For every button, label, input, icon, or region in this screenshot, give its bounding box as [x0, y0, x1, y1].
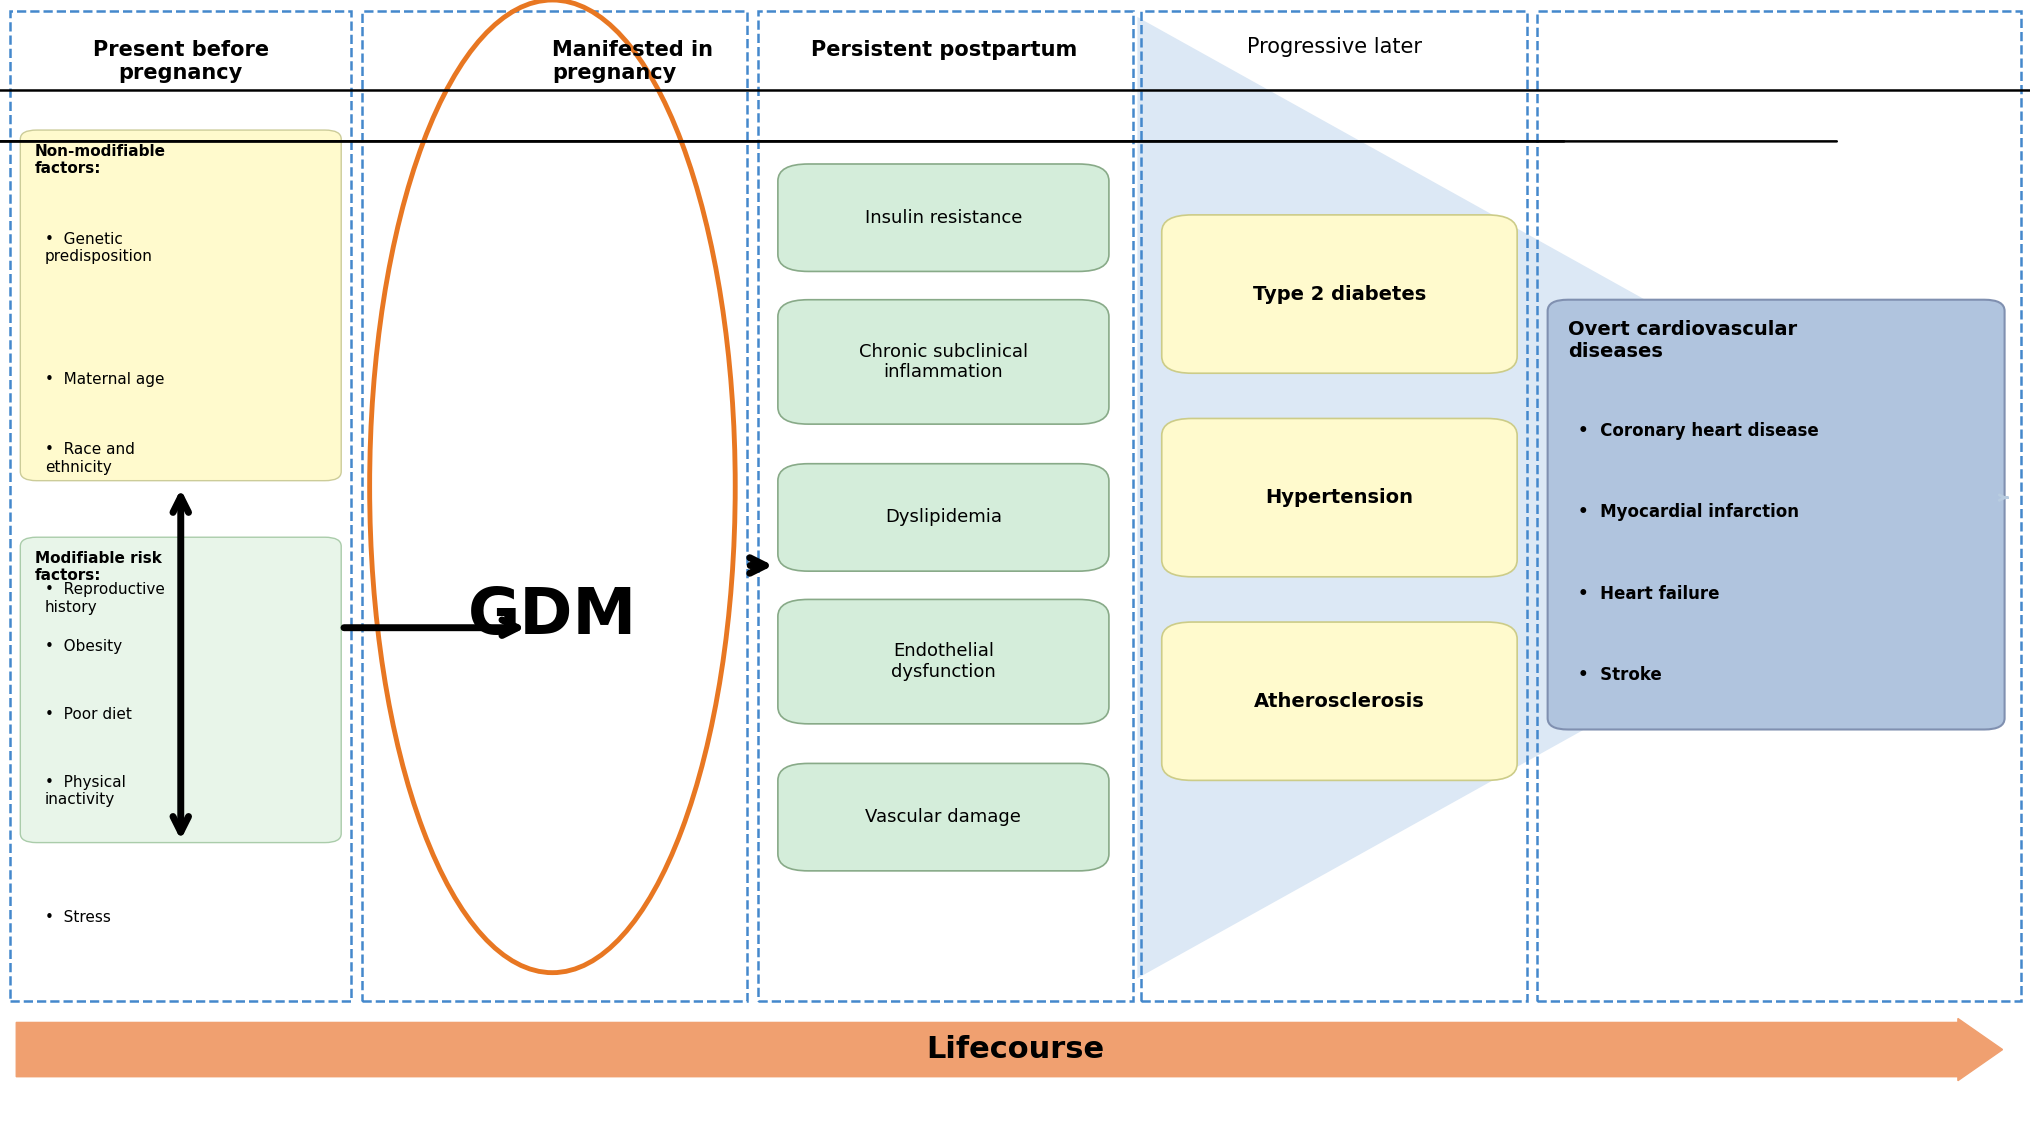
FancyBboxPatch shape	[777, 599, 1108, 724]
FancyBboxPatch shape	[20, 130, 341, 481]
FancyBboxPatch shape	[20, 537, 341, 843]
FancyBboxPatch shape	[1161, 622, 1516, 780]
FancyBboxPatch shape	[777, 763, 1108, 871]
Text: Persistent postpartum: Persistent postpartum	[810, 40, 1078, 60]
Polygon shape	[1137, 17, 2000, 978]
Text: •  Reproductive
history: • Reproductive history	[45, 582, 164, 615]
FancyBboxPatch shape	[777, 164, 1108, 271]
FancyBboxPatch shape	[1547, 300, 2004, 729]
Bar	[10, 11, 351, 1001]
Text: Present before
pregnancy: Present before pregnancy	[93, 40, 268, 83]
Text: Manifested in
pregnancy: Manifested in pregnancy	[552, 40, 713, 83]
Text: •  Poor diet: • Poor diet	[45, 707, 132, 722]
Bar	[361, 11, 747, 1001]
Text: Atherosclerosis: Atherosclerosis	[1253, 692, 1425, 710]
Text: •  Obesity: • Obesity	[45, 639, 122, 654]
Text: •  Heart failure: • Heart failure	[1577, 585, 1719, 603]
Text: •  Maternal age: • Maternal age	[45, 372, 164, 387]
Text: Type 2 diabetes: Type 2 diabetes	[1253, 285, 1425, 303]
Text: Overt cardiovascular
diseases: Overt cardiovascular diseases	[1567, 320, 1797, 361]
Text: GDM: GDM	[467, 586, 637, 647]
Text: •  Stroke: • Stroke	[1577, 666, 1661, 684]
Text: Chronic subclinical
inflammation: Chronic subclinical inflammation	[859, 343, 1027, 381]
Bar	[1141, 11, 1527, 1001]
Text: Progressive later: Progressive later	[1246, 37, 1421, 58]
Text: Non-modifiable
factors:: Non-modifiable factors:	[35, 144, 166, 176]
Text: Dyslipidemia: Dyslipidemia	[885, 509, 1001, 526]
Text: •  Myocardial infarction: • Myocardial infarction	[1577, 503, 1799, 521]
Bar	[1537, 11, 2020, 1001]
Text: Endothelial
dysfunction: Endothelial dysfunction	[891, 642, 995, 681]
Text: •  Genetic
predisposition: • Genetic predisposition	[45, 232, 152, 265]
FancyBboxPatch shape	[777, 464, 1108, 571]
Text: Vascular damage: Vascular damage	[865, 809, 1021, 826]
FancyBboxPatch shape	[777, 300, 1108, 424]
Text: •  Race and
ethnicity: • Race and ethnicity	[45, 442, 134, 475]
Text: •  Physical
inactivity: • Physical inactivity	[45, 775, 126, 808]
FancyArrow shape	[16, 1018, 2002, 1081]
Text: Insulin resistance: Insulin resistance	[865, 209, 1021, 226]
FancyBboxPatch shape	[1161, 215, 1516, 373]
Text: •  Stress: • Stress	[45, 910, 110, 925]
Text: Modifiable risk
factors:: Modifiable risk factors:	[35, 551, 160, 584]
Text: Lifecourse: Lifecourse	[926, 1035, 1104, 1064]
Bar	[757, 11, 1133, 1001]
FancyBboxPatch shape	[1161, 418, 1516, 577]
Text: Hypertension: Hypertension	[1265, 489, 1413, 507]
Text: •  Coronary heart disease: • Coronary heart disease	[1577, 422, 1819, 440]
